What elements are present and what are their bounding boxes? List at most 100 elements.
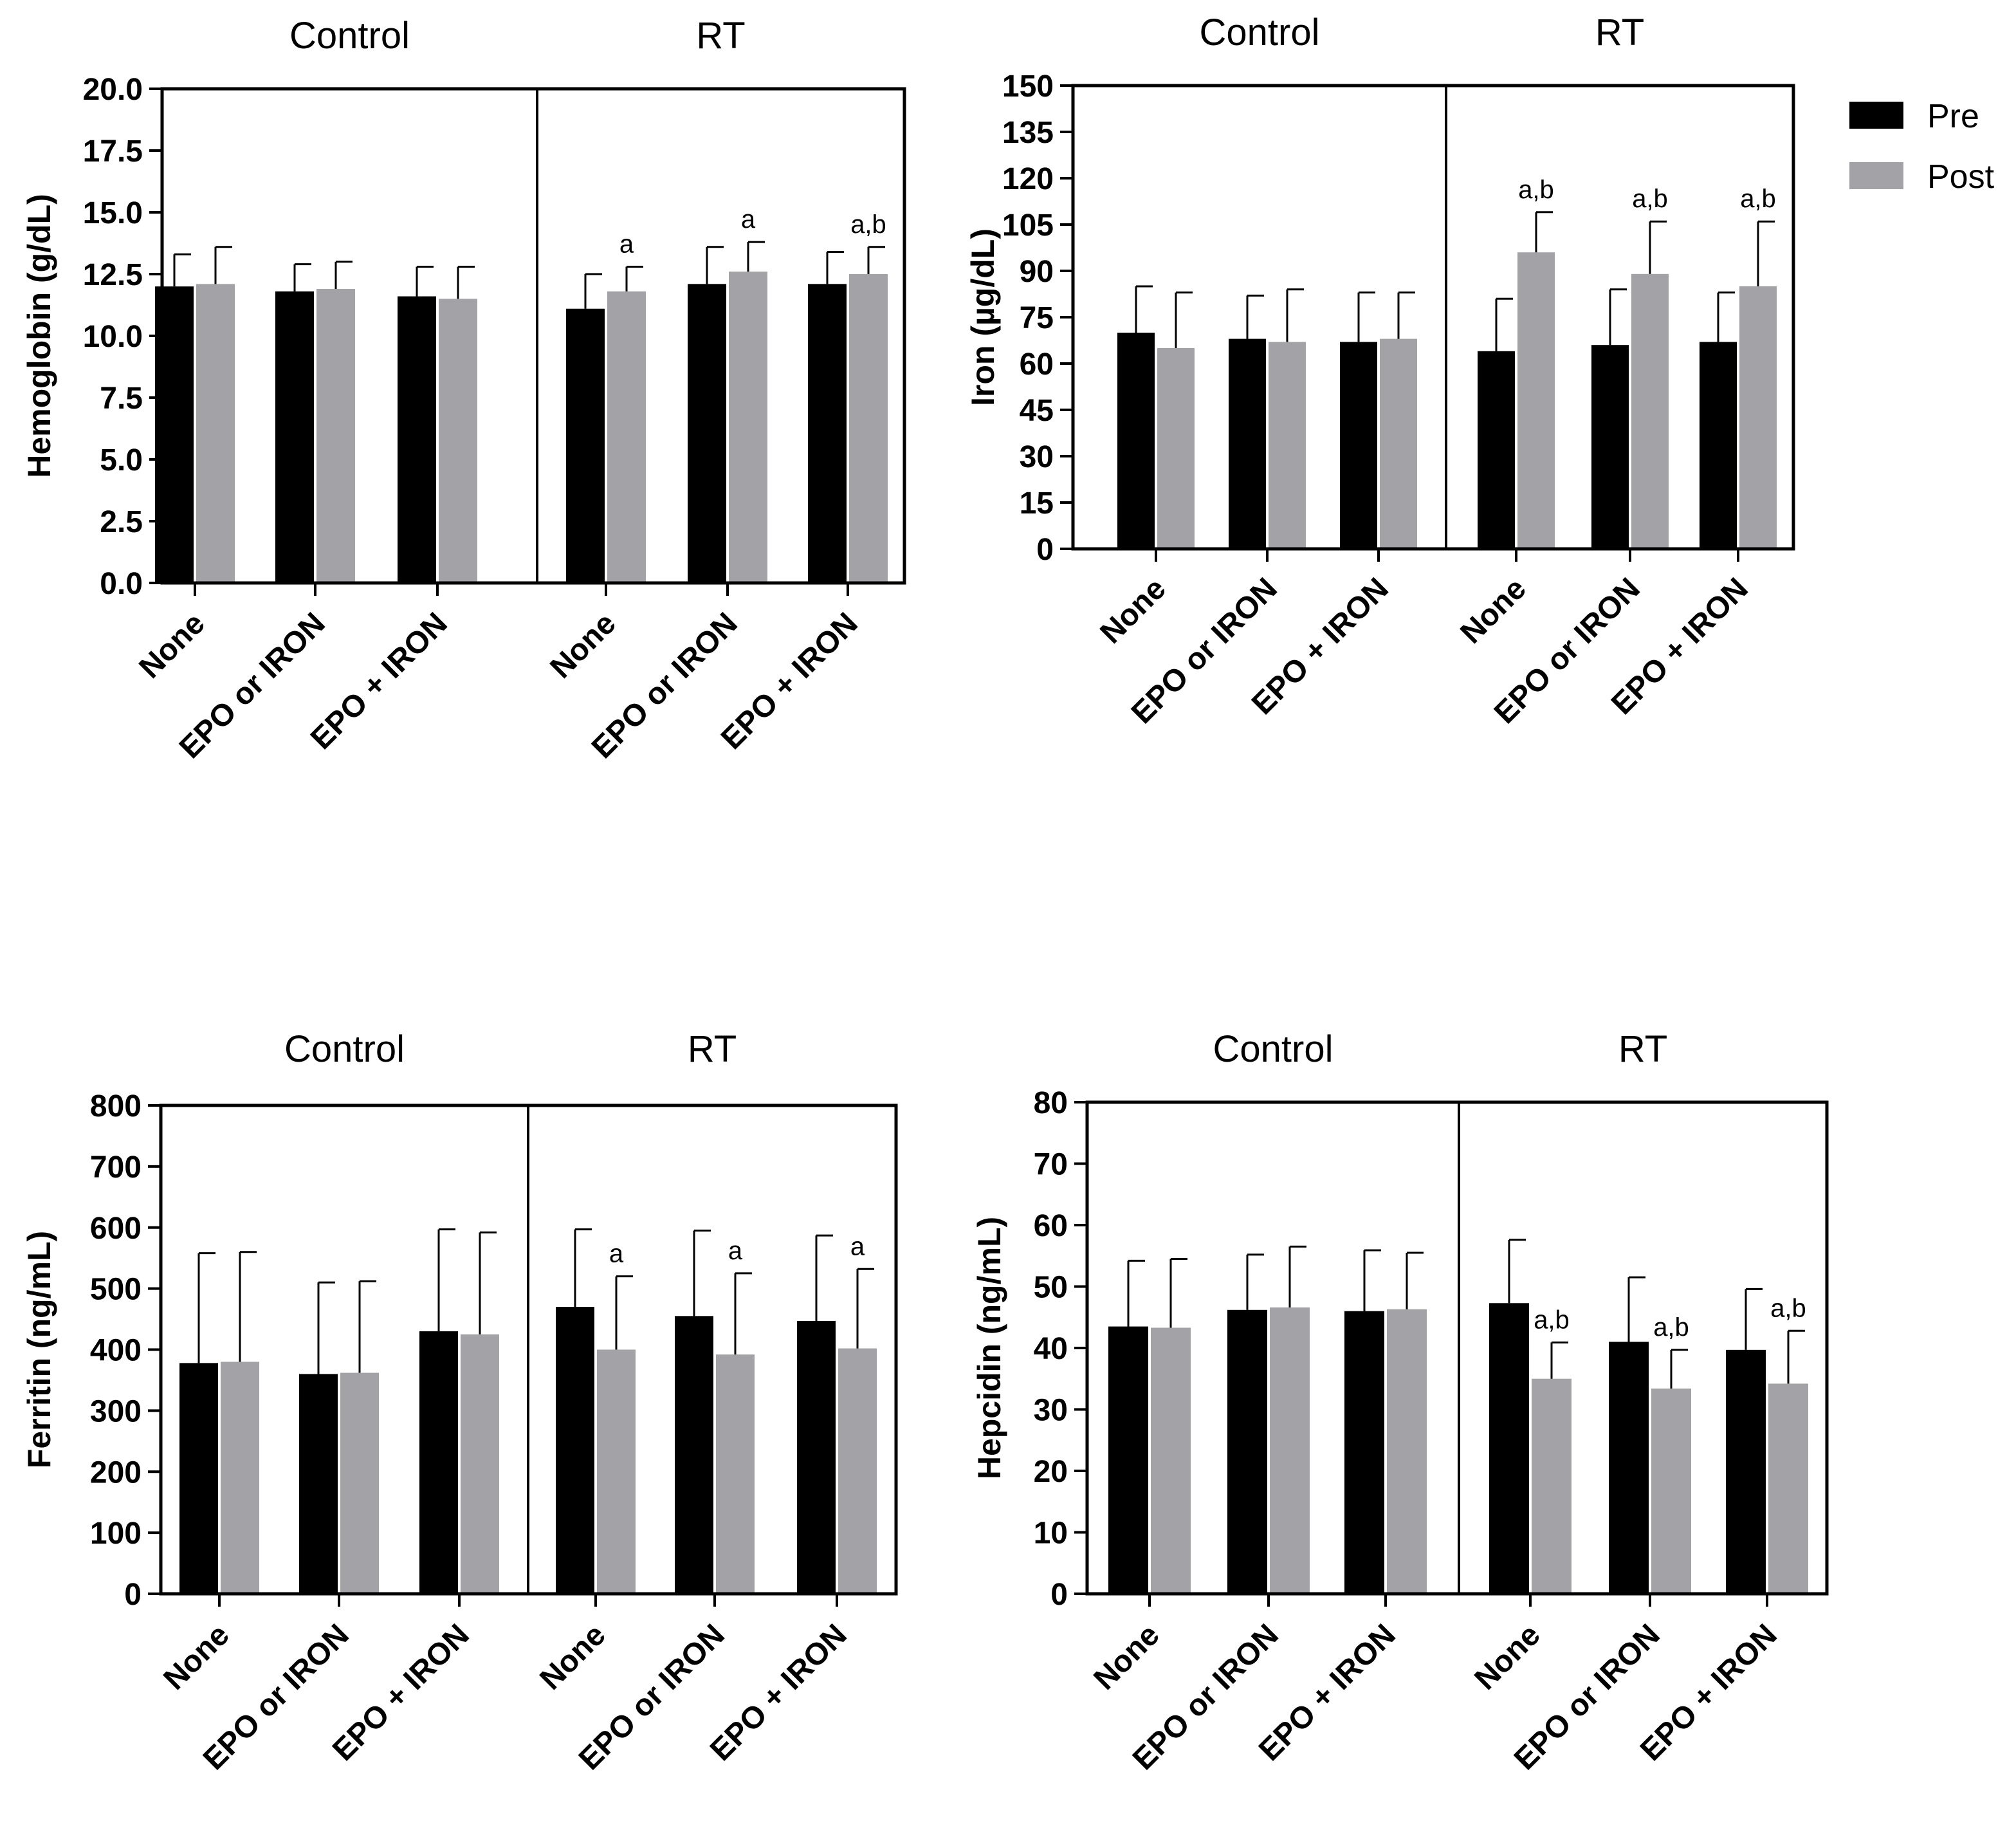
- bar-post: [716, 1354, 755, 1594]
- y-tick-label: 0.0: [100, 567, 143, 601]
- category-label: None: [544, 606, 622, 685]
- y-tick-label: 60: [1020, 347, 1054, 382]
- significance-label: a: [850, 1232, 865, 1260]
- y-axis-title: Iron (µg/dL): [965, 228, 1001, 406]
- bar-post: [340, 1372, 379, 1594]
- significance-label: a,b: [1518, 176, 1554, 204]
- y-tick-label: 2.5: [100, 505, 143, 539]
- group-label-rt: RT: [688, 1028, 737, 1070]
- bar-post: [461, 1334, 499, 1594]
- bar-post: [1739, 286, 1777, 549]
- y-tick-label: 0: [1050, 1578, 1068, 1612]
- legend-swatch-post: [1849, 162, 1903, 189]
- y-tick-label: 70: [1034, 1148, 1068, 1182]
- y-tick-label: 0: [124, 1578, 142, 1612]
- bar-post: [849, 274, 888, 583]
- y-tick-label: 30: [1020, 440, 1054, 474]
- plot-frame: [160, 87, 906, 585]
- significance-label: a,b: [1653, 1313, 1689, 1342]
- bar-post: [729, 272, 767, 583]
- bar-pre: [299, 1374, 338, 1594]
- bar-post: [196, 284, 235, 583]
- category-label: None: [157, 1618, 235, 1696]
- bar-post: [439, 299, 477, 583]
- y-tick-label: 10: [1034, 1517, 1068, 1551]
- y-tick-label: 12.5: [83, 258, 143, 292]
- y-tick-label: 40: [1034, 1332, 1068, 1366]
- significance-label: a: [619, 230, 634, 258]
- y-axis-title: Hepcidin (ng/mL): [971, 1217, 1007, 1479]
- category-label: None: [133, 606, 211, 685]
- bar-pre: [398, 296, 436, 583]
- y-tick-label: 15: [1020, 486, 1054, 521]
- category-label: None: [1468, 1618, 1546, 1696]
- legend: Pre Post: [1849, 98, 1995, 196]
- y-tick-label: 20: [1034, 1455, 1068, 1489]
- y-tick-label: 90: [1020, 255, 1054, 289]
- bar-pre: [1591, 345, 1629, 549]
- bar-pre: [556, 1307, 594, 1594]
- significance-label: a,b: [1770, 1294, 1806, 1322]
- bar-pre: [1117, 333, 1155, 549]
- y-tick-label: 105: [1002, 208, 1054, 243]
- bar-pre: [566, 308, 605, 583]
- y-tick-label: 500: [90, 1273, 142, 1307]
- y-tick-label: 75: [1020, 301, 1054, 335]
- bar-pre: [1340, 342, 1377, 549]
- bar-pre: [688, 284, 726, 583]
- bar-post: [1651, 1389, 1691, 1594]
- bar-post: [1151, 1327, 1191, 1594]
- legend-swatch-pre: [1849, 102, 1903, 129]
- y-tick-label: 17.5: [83, 134, 143, 169]
- group-label-rt: RT: [1618, 1028, 1667, 1070]
- bar-pre: [179, 1363, 218, 1594]
- bar-pre: [275, 291, 314, 583]
- significance-label: a: [728, 1237, 743, 1265]
- y-tick-label: 700: [90, 1150, 142, 1185]
- y-tick-label: 45: [1020, 394, 1054, 428]
- bar-pre: [675, 1316, 713, 1594]
- y-tick-label: 10.0: [83, 320, 143, 354]
- bar-post: [1768, 1383, 1808, 1594]
- bar-post: [838, 1348, 877, 1594]
- bar-post: [1269, 342, 1306, 549]
- y-tick-label: 20.0: [83, 73, 143, 107]
- category-label: None: [533, 1618, 612, 1696]
- y-tick-label: 30: [1034, 1394, 1068, 1428]
- bar-post: [1387, 1309, 1427, 1594]
- group-label-control: Control: [1200, 12, 1320, 53]
- bar-pre: [1344, 1311, 1384, 1594]
- y-tick-label: 50: [1034, 1271, 1068, 1305]
- significance-label: a: [741, 205, 756, 234]
- significance-label: a,b: [850, 210, 886, 239]
- bar-pre: [1108, 1326, 1148, 1594]
- y-tick-label: 800: [90, 1089, 142, 1123]
- legend-label-pre: Pre: [1927, 98, 1979, 135]
- bar-pre: [1609, 1342, 1649, 1594]
- y-tick-label: 150: [1002, 69, 1054, 104]
- significance-label: a,b: [1534, 1306, 1570, 1334]
- y-tick-label: 80: [1034, 1086, 1068, 1120]
- plot-frame: [1085, 1100, 1829, 1596]
- bar-pre: [1700, 342, 1737, 549]
- y-tick-label: 120: [1002, 162, 1054, 196]
- bar-pre: [1227, 1309, 1267, 1594]
- bar-post: [1517, 252, 1555, 549]
- bar-post: [1380, 338, 1417, 549]
- bar-post: [316, 289, 355, 583]
- bar-post: [1157, 348, 1195, 549]
- group-label-control: Control: [284, 1028, 405, 1070]
- significance-label: a,b: [1740, 185, 1776, 213]
- y-tick-label: 200: [90, 1455, 142, 1490]
- bar-post: [1532, 1378, 1572, 1594]
- y-tick-label: 300: [90, 1394, 142, 1428]
- bar-post: [597, 1349, 636, 1594]
- bar-post: [221, 1362, 259, 1594]
- bar-pre: [797, 1320, 836, 1594]
- y-tick-label: 7.5: [100, 382, 143, 416]
- bar-pre: [1229, 338, 1266, 549]
